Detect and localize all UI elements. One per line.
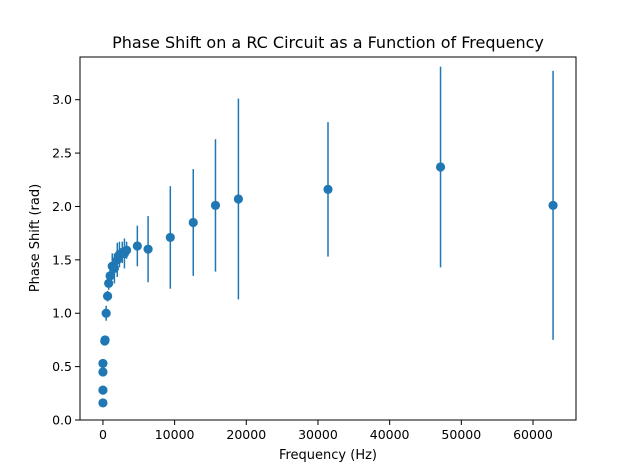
- data-point: [98, 358, 108, 369]
- data-point: [121, 245, 132, 255]
- x-tick-label: 40000: [370, 427, 410, 442]
- y-tick-label: 2.0: [52, 199, 72, 214]
- y-tick-label: 3.0: [52, 92, 72, 107]
- data-point: [109, 263, 120, 273]
- data-point: [233, 194, 244, 204]
- data-point: [105, 271, 115, 281]
- x-tick-label: 50000: [441, 427, 481, 442]
- x-tick-label: 30000: [298, 427, 338, 442]
- data-point: [165, 232, 175, 243]
- y-tick-label: 2.5: [52, 146, 72, 161]
- plot-area: [98, 66, 558, 408]
- chart-title: Phase Shift on a RC Circuit as a Functio…: [112, 33, 544, 52]
- data-point: [548, 200, 558, 211]
- y-tick-label: 1.5: [52, 252, 72, 267]
- data-point: [104, 278, 114, 288]
- data-point: [210, 200, 221, 211]
- data-point: [98, 398, 108, 408]
- y-axis-label: Phase Shift (rad): [28, 184, 43, 292]
- data-point: [102, 291, 113, 301]
- x-tick-label: 20000: [226, 427, 266, 442]
- x-tick-label: 10000: [155, 427, 195, 442]
- data-point: [98, 367, 108, 377]
- x-axis-label: Frequency (Hz): [279, 448, 377, 463]
- data-point: [100, 335, 110, 345]
- data-point: [101, 308, 111, 318]
- x-tick-label: 60000: [513, 427, 553, 442]
- data-point: [188, 217, 198, 228]
- y-tick-label: 0.5: [52, 359, 72, 374]
- data-point: [132, 241, 142, 251]
- x-tick-label: 0: [99, 427, 107, 442]
- data-point: [323, 184, 333, 194]
- data-point: [98, 385, 108, 395]
- data-point: [435, 162, 446, 172]
- axis-ticks: 0 10000 20000 30000 40000 50000 60000 0.0 0.5 1.0…: [52, 92, 553, 442]
- data-point: [143, 244, 153, 254]
- y-tick-label: 0.0: [52, 413, 72, 428]
- plot-frame: [79, 56, 577, 421]
- y-tick-label: 1.0: [52, 306, 72, 321]
